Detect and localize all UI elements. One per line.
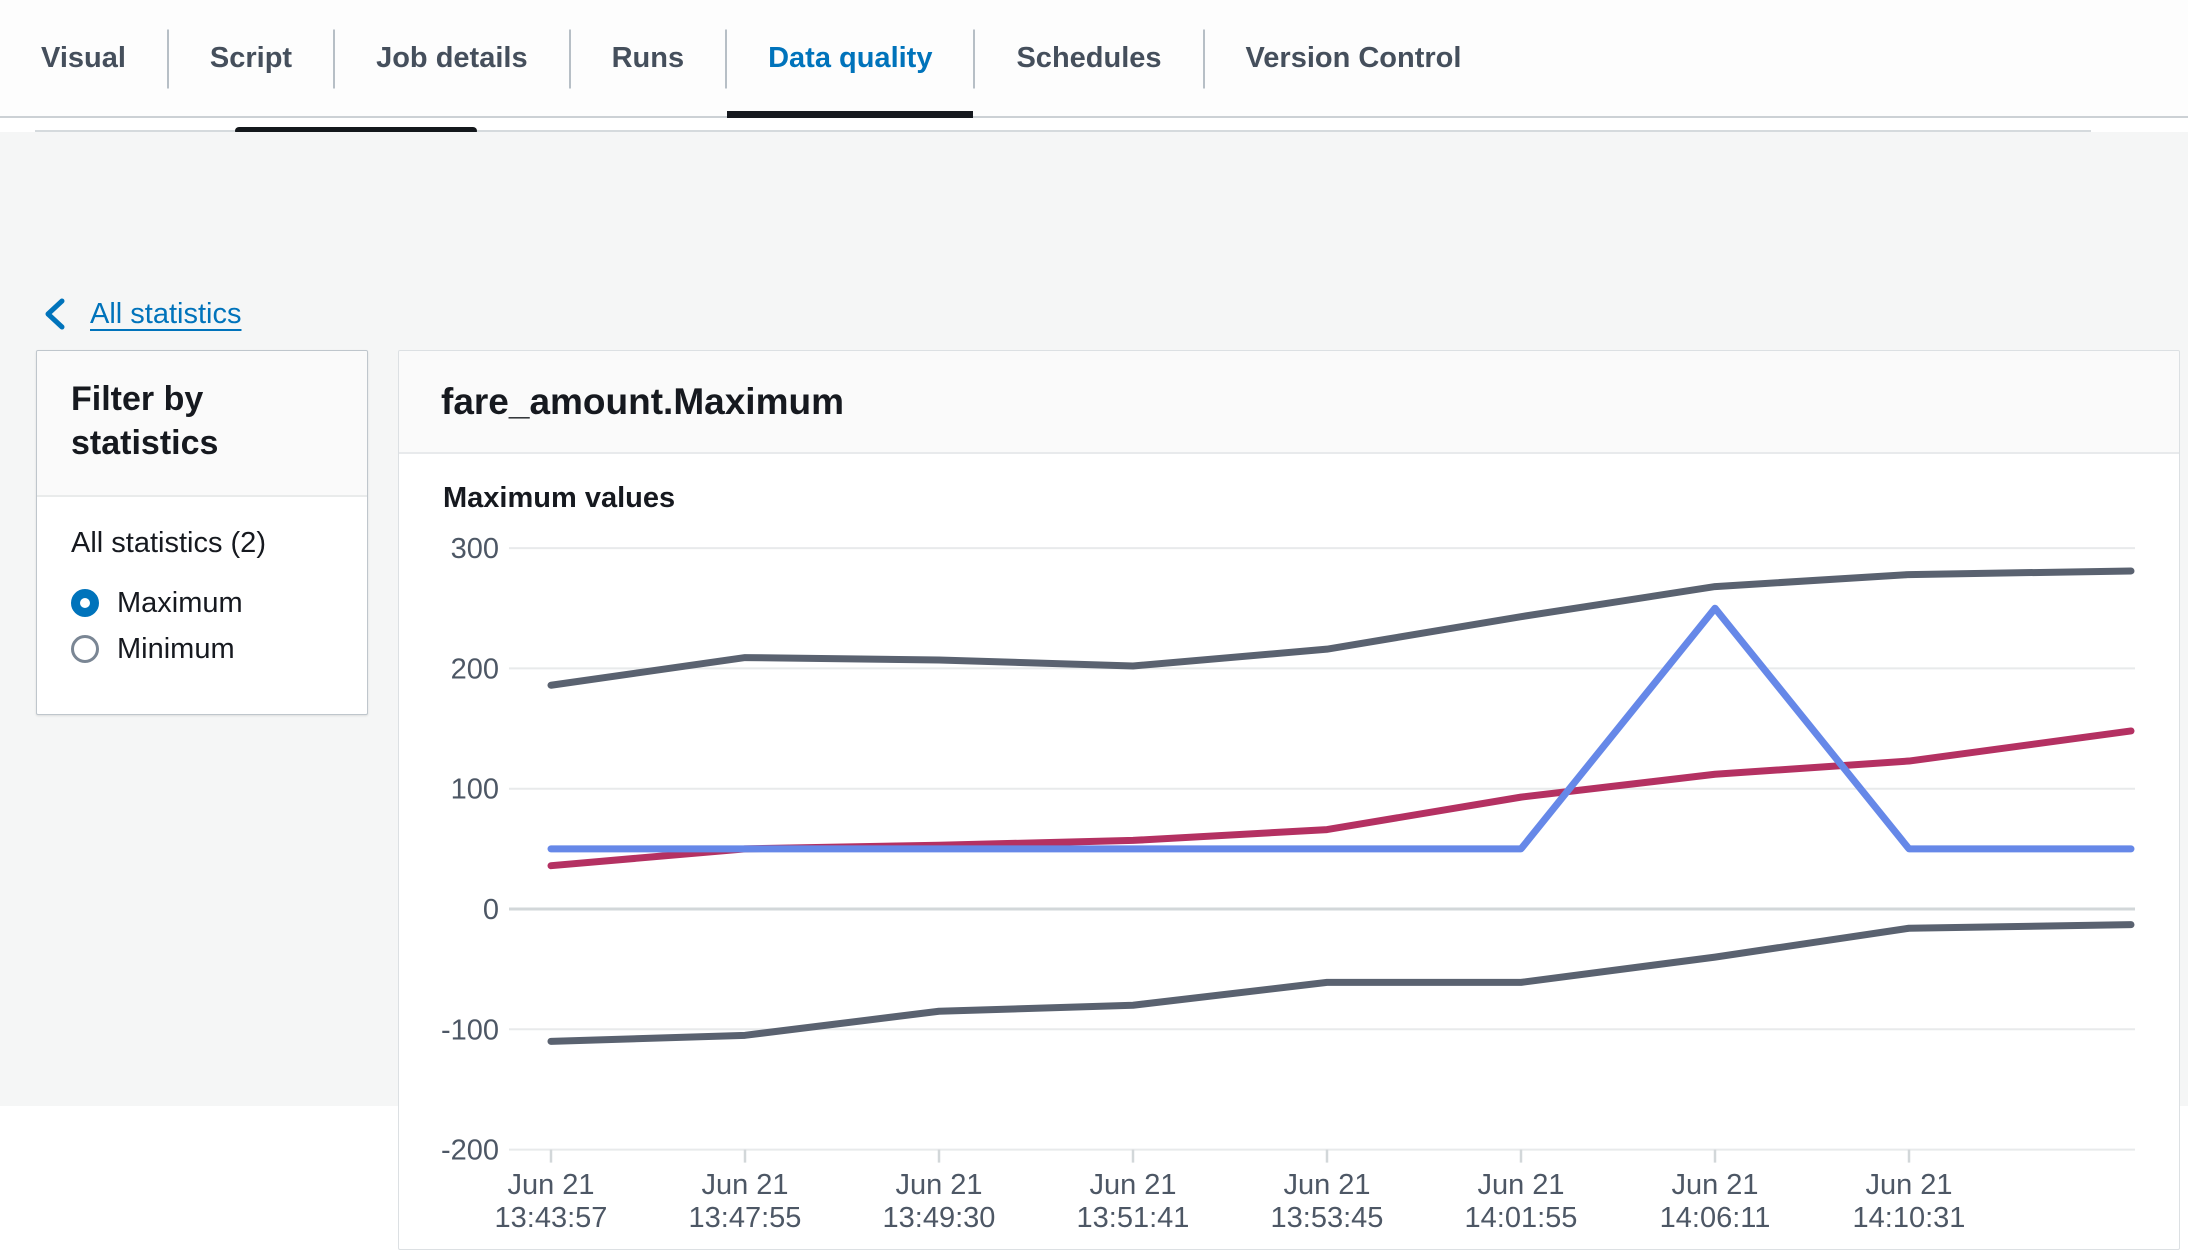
y-axis-tick-label: -200 xyxy=(441,1135,499,1167)
tab-label: Version Control xyxy=(1245,41,1462,74)
x-axis-tick-label: Jun 21 xyxy=(1671,1169,1758,1201)
filter-panel: Filter by statistics All statistics (2) … xyxy=(36,350,368,715)
y-axis-tick-label: 200 xyxy=(451,653,499,685)
x-axis-tick-label: 13:49:30 xyxy=(883,1202,996,1234)
radio-label: Maximum xyxy=(117,586,243,619)
radio-option-minimum[interactable]: Minimum xyxy=(71,626,333,672)
x-axis-tick-label: 14:10:31 xyxy=(1853,1202,1966,1234)
back-link-label: All statistics xyxy=(90,297,242,330)
y-axis-tick-label: 300 xyxy=(451,533,499,565)
tab-job-details[interactable]: Job details xyxy=(333,0,569,116)
statistic-card: fare_amount.Maximum Maximum values 300 20… xyxy=(398,350,2180,1250)
statistic-card-title: fare_amount.Maximum xyxy=(441,380,844,422)
y-axis-tick-label: 100 xyxy=(451,774,499,806)
x-axis-tick-label: Jun 21 xyxy=(507,1169,594,1201)
chart-title: Maximum values xyxy=(443,482,676,514)
x-axis-tick-label: Jun 21 xyxy=(1865,1169,1952,1201)
filter-panel-body: All statistics (2) Maximum Minimum xyxy=(37,497,367,714)
radio-unselected-icon[interactable] xyxy=(71,635,99,663)
filter-panel-header: Filter by statistics xyxy=(37,351,367,497)
x-axis-tick-label: 14:06:11 xyxy=(1660,1202,1771,1234)
horizontal-scrollbar-track[interactable] xyxy=(35,130,2091,132)
tab-label: Visual xyxy=(41,41,126,74)
x-axis-tick-label: Jun 21 xyxy=(895,1169,982,1201)
x-axis-tick-label: 13:43:57 xyxy=(495,1202,608,1234)
tab-runs[interactable]: Runs xyxy=(568,0,726,116)
tab-script[interactable]: Script xyxy=(166,0,334,116)
horizontal-scrollbar-thumb[interactable] xyxy=(235,127,477,135)
tab-label: Schedules xyxy=(1016,41,1162,74)
series-gray-lower-line xyxy=(547,921,2135,1045)
x-axis-tick-label: Jun 21 xyxy=(1477,1169,1564,1201)
tab-bar: Visual Script Job details Runs Data qual… xyxy=(0,0,2188,118)
tab-label: Job details xyxy=(376,41,528,74)
y-axis-tick-label: -100 xyxy=(441,1014,499,1046)
series-blue-line xyxy=(547,604,2135,853)
x-axis-tick-label: 14:01:55 xyxy=(1465,1202,1578,1234)
x-axis-tick-label: 13:51:41 xyxy=(1077,1202,1190,1234)
x-axis-tick-label: Jun 21 xyxy=(701,1169,788,1201)
tab-label: Script xyxy=(209,41,293,74)
y-axis-tick-label: 0 xyxy=(483,894,499,926)
back-link[interactable]: All statistics xyxy=(42,292,241,336)
x-axis-tick-label: Jun 21 xyxy=(1283,1169,1370,1201)
x-axis-tick-label: Jun 21 xyxy=(1089,1169,1176,1201)
statistic-card-header: fare_amount.Maximum xyxy=(399,351,2179,454)
radio-selected-icon[interactable] xyxy=(71,589,99,617)
radio-option-maximum[interactable]: Maximum xyxy=(71,580,333,626)
series-gray-upper-line xyxy=(547,567,2135,689)
tab-label: Data quality xyxy=(768,41,933,74)
x-axis-tick-label: 13:47:55 xyxy=(689,1202,802,1234)
page-content: All statistics Filter by statistics All … xyxy=(0,132,2188,1250)
chevron-left-icon xyxy=(45,298,65,330)
tab-data-quality[interactable]: Data quality xyxy=(725,0,974,118)
radio-label: Minimum xyxy=(117,632,235,665)
tab-version-control[interactable]: Version Control xyxy=(1202,0,1503,116)
filter-panel-title: Filter by statistics xyxy=(71,380,219,462)
x-axis-tick-label: 13:53:45 xyxy=(1271,1202,1384,1234)
tab-label: Runs xyxy=(611,41,685,74)
statistics-group-label: All statistics (2) xyxy=(71,527,266,559)
tab-schedules[interactable]: Schedules xyxy=(973,0,1203,116)
tab-visual[interactable]: Visual xyxy=(0,0,167,116)
